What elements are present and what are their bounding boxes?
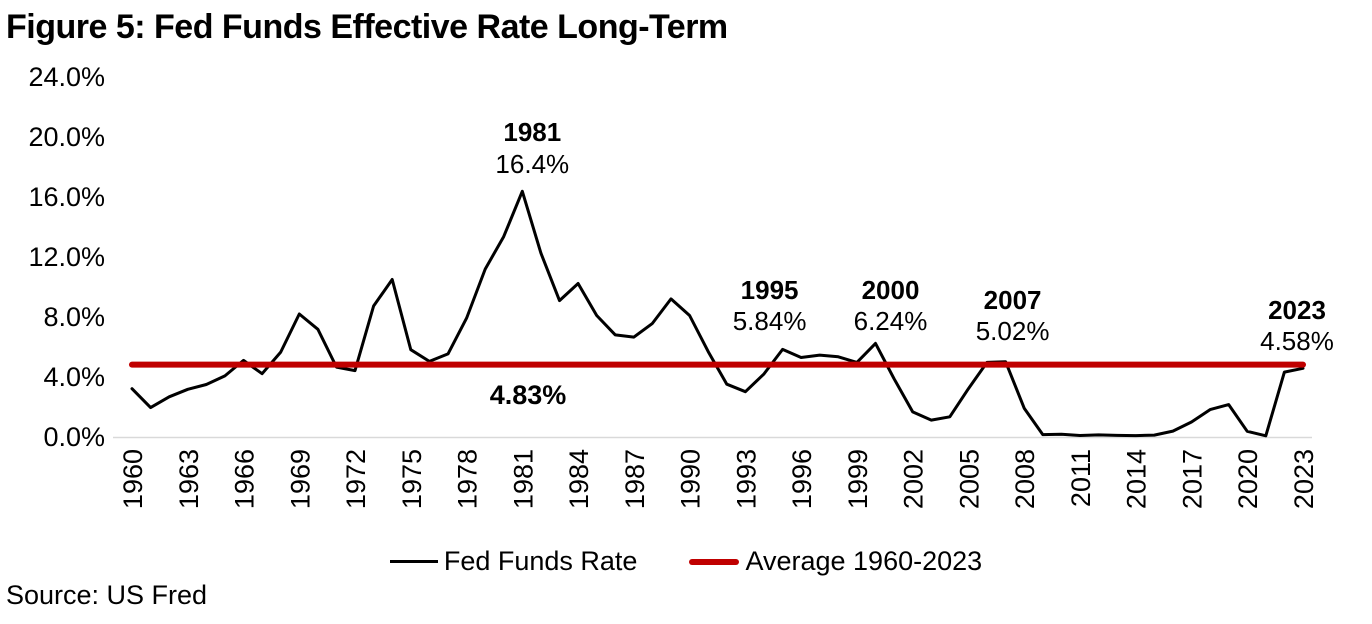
figure-title: Figure 5: Fed Funds Effective Rate Long-… [6,8,728,46]
x-tick-label: 1999 [843,449,873,509]
fed-funds-line [130,189,1305,438]
x-tick-label: 1975 [397,449,427,509]
y-tick-label: 12.0% [28,242,105,272]
y-axis-labels: 24.0% 20.0% 16.0% 12.0% 8.0% 4.0% 0.0% [28,62,105,452]
x-tick-label: 1966 [230,449,260,509]
annotation-value: 6.24% [854,306,928,336]
legend-label-fed-funds-rate: Fed Funds Rate [443,546,638,576]
y-tick-label: 4.0% [43,362,105,392]
x-tick-label: 2017 [1178,449,1208,509]
average-value-label: 4.83% [490,380,567,410]
legend-label-average: Average 1960-2023 [745,546,983,576]
x-tick-label: 1987 [620,449,650,509]
x-tick-label: 2011 [1066,449,1096,507]
x-tick-label: 1993 [731,449,761,509]
x-tick-label: 2002 [899,449,929,509]
y-tick-label: 24.0% [28,62,105,92]
x-tick-label: 1990 [676,449,706,509]
x-tick-label: 2023 [1289,449,1319,509]
annotation-value: 5.84% [733,306,807,336]
x-tick-label: 1981 [508,449,538,509]
x-tick-label: 1972 [341,449,371,509]
y-tick-label: 16.0% [28,182,105,212]
legend-item-fed-funds-rate: Fed Funds Rate [389,546,638,577]
x-tick-label: 1960 [118,449,148,509]
average-line-swatch [689,558,740,565]
source-note: Source: US Fred [6,580,208,610]
annotation-year: 2023 [1268,295,1326,325]
x-tick-label: 1963 [174,449,204,509]
x-tick-label: 2020 [1233,449,1263,509]
y-tick-label: 20.0% [28,122,105,152]
x-tick-label: 1984 [564,449,594,509]
annotation-value: 5.02% [976,316,1050,346]
annotation-value: 16.4% [495,149,569,179]
x-tick-label: 2014 [1122,449,1152,509]
annotation-year: 1995 [741,275,799,305]
fed-funds-series [130,189,1305,438]
x-tick-label: 1969 [285,449,315,509]
fed-funds-line-swatch [389,560,438,563]
y-tick-label: 8.0% [43,302,105,332]
legend-item-average: Average 1960-2023 [689,546,982,577]
annotation-year: 2000 [862,275,920,305]
x-tick-label: 2005 [954,449,984,509]
annotation-value: 4.58% [1260,326,1334,356]
x-axis-labels: 1960 1963 1966 1969 1972 1975 1978 1981 1984 1987… [118,449,1319,509]
x-tick-label: 1996 [787,449,817,509]
x-tick-label: 1978 [453,449,483,509]
x-tick-label: 2008 [1010,449,1040,509]
annotation-year: 1981 [503,117,561,147]
y-tick-label: 0.0% [43,422,105,452]
annotation-year: 2007 [984,285,1042,315]
average-line-group: 4.83% [129,361,1306,410]
chart-legend: Fed Funds Rate Average 1960-2023 [0,546,1372,577]
